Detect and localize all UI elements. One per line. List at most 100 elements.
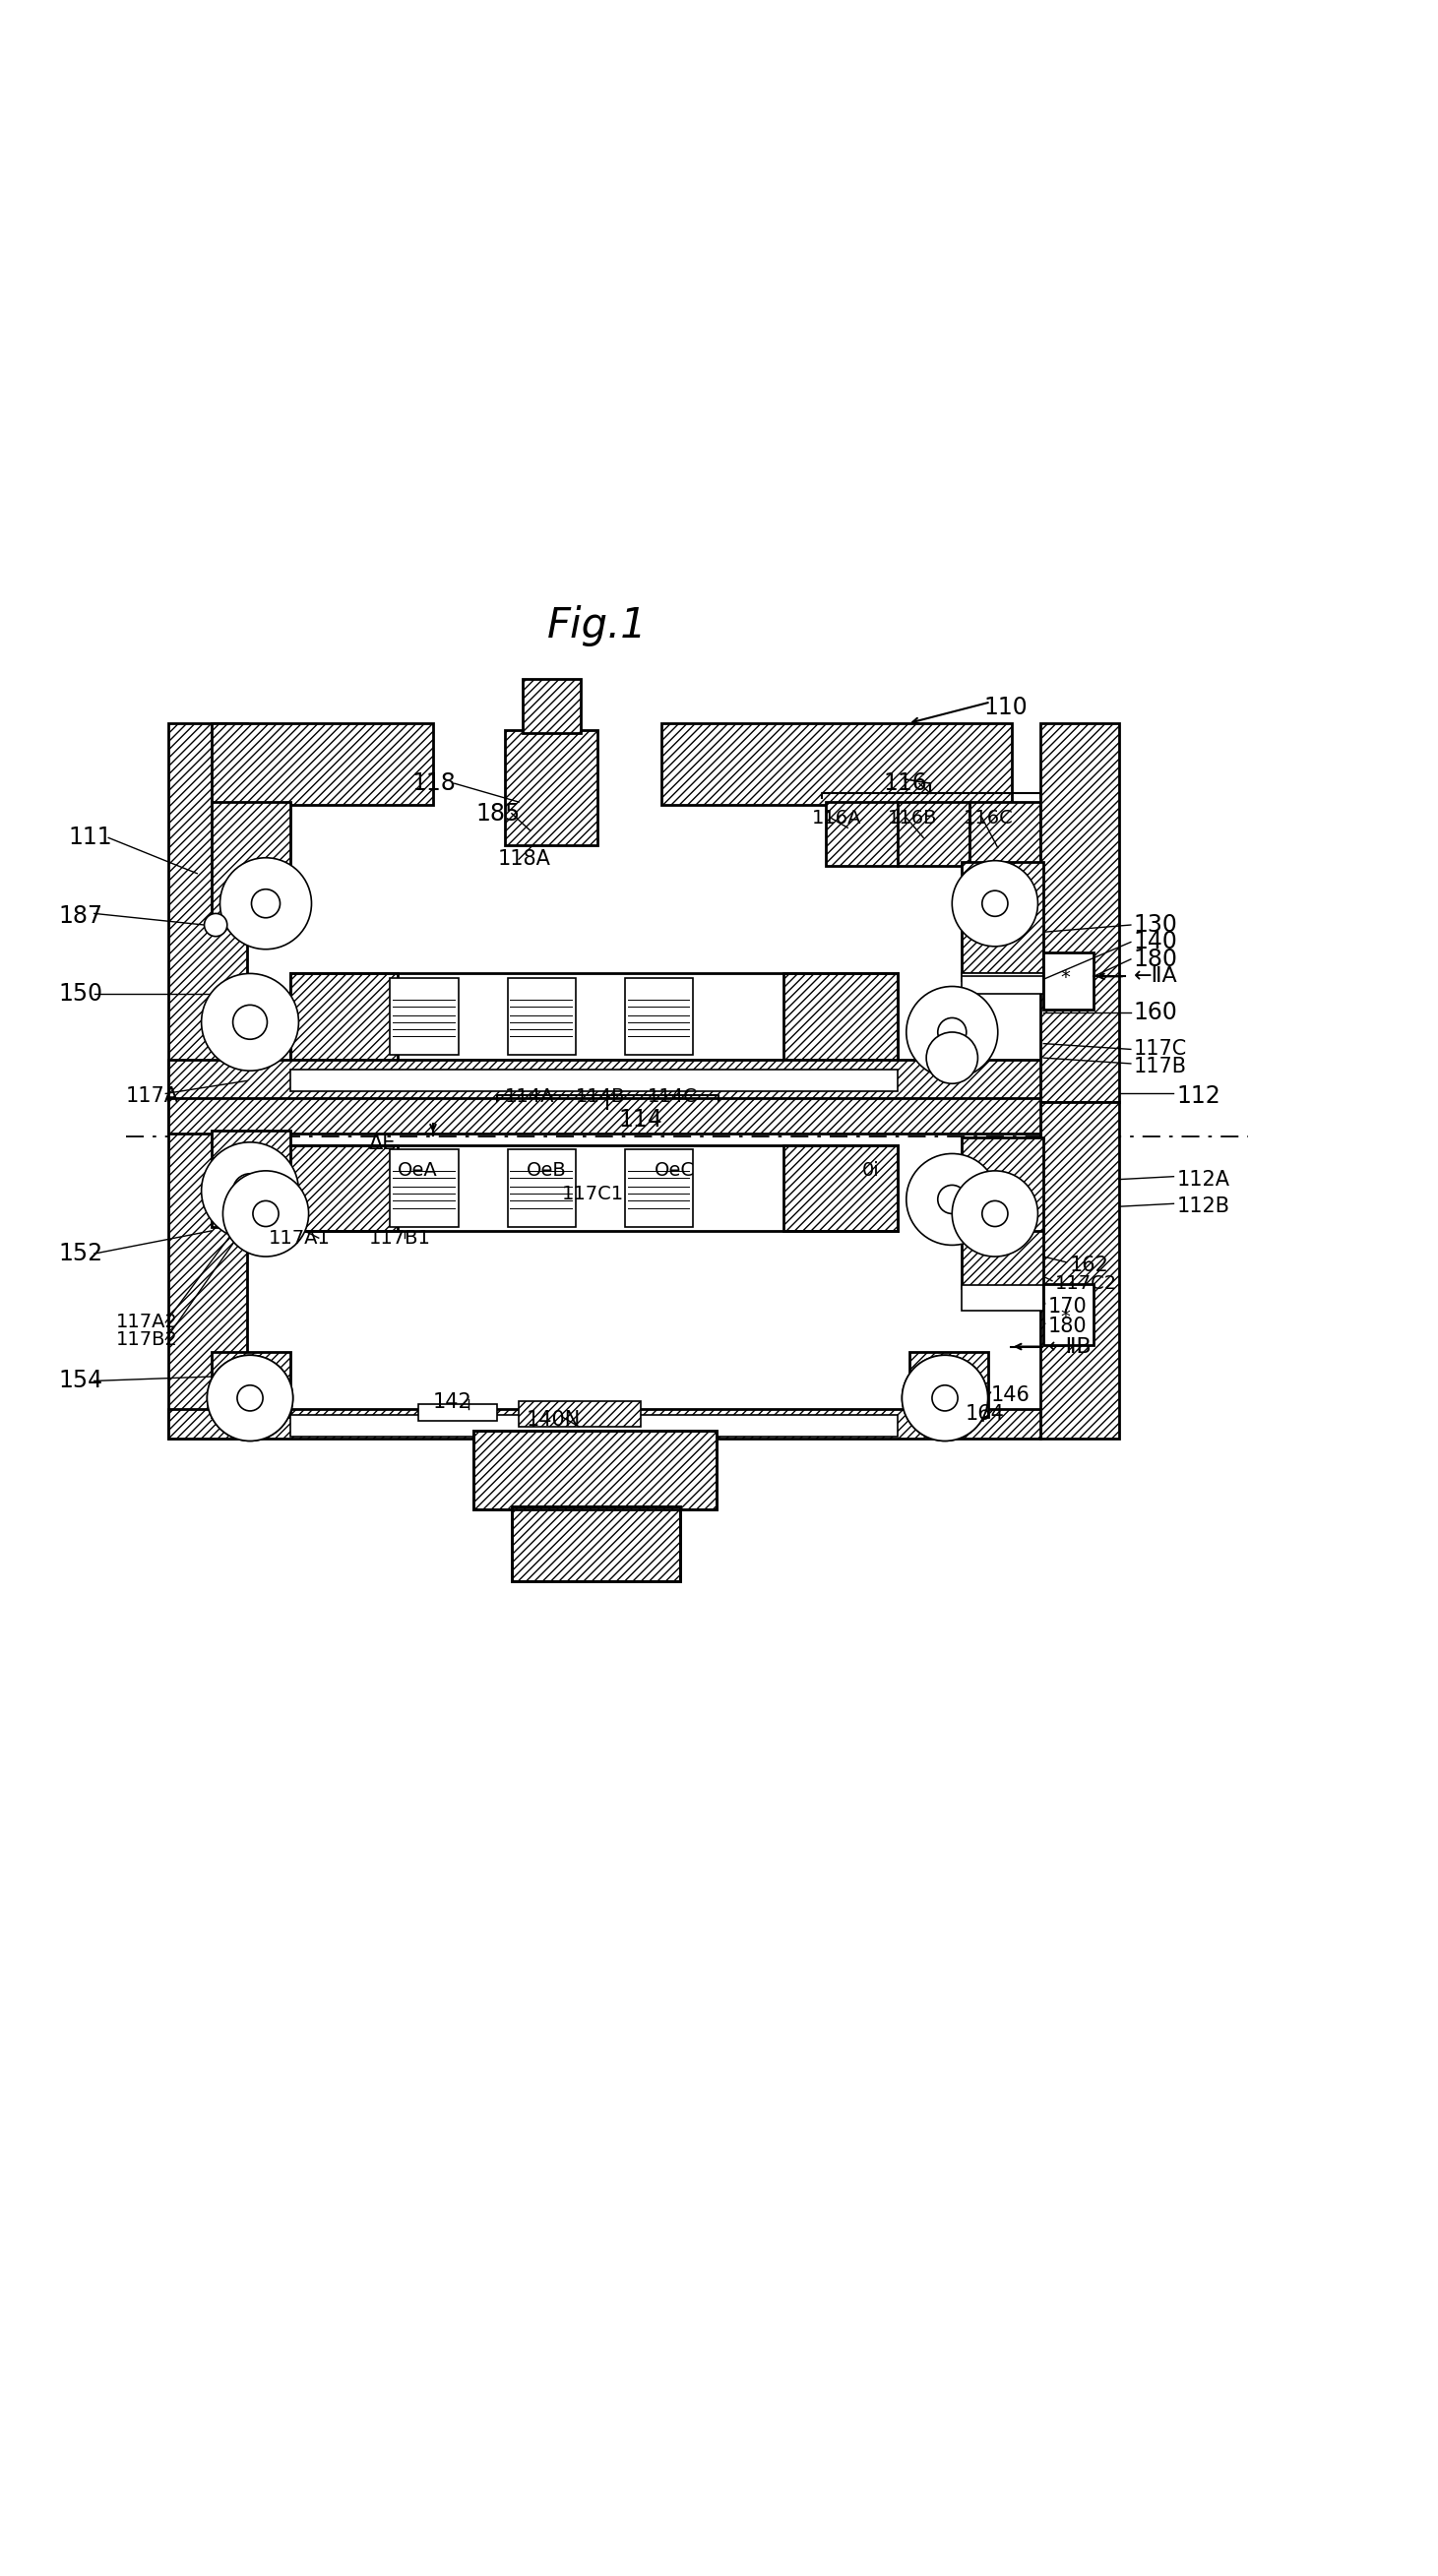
Text: 114: 114 bbox=[618, 1108, 663, 1131]
Text: *: * bbox=[1060, 1306, 1070, 1327]
Circle shape bbox=[932, 1386, 958, 1412]
Text: 170: 170 bbox=[1048, 1296, 1087, 1316]
Bar bbox=[168, 1059, 1041, 1103]
Bar bbox=[962, 974, 1044, 981]
Text: 111: 111 bbox=[69, 827, 112, 850]
Circle shape bbox=[252, 889, 280, 917]
Bar bbox=[919, 1394, 984, 1422]
Circle shape bbox=[237, 1386, 263, 1412]
Circle shape bbox=[902, 1355, 988, 1440]
Bar bbox=[512, 1507, 680, 1582]
Text: OeC: OeC bbox=[654, 1162, 695, 1180]
Bar bbox=[473, 1430, 716, 1510]
Text: 116A: 116A bbox=[812, 809, 861, 827]
Text: 154: 154 bbox=[59, 1368, 104, 1394]
Text: 112: 112 bbox=[1176, 1084, 1221, 1108]
Bar bbox=[897, 801, 969, 866]
Text: 180: 180 bbox=[1048, 1316, 1087, 1337]
Bar bbox=[512, 1507, 680, 1582]
Text: 112A: 112A bbox=[1176, 1170, 1229, 1190]
Bar bbox=[962, 1139, 1044, 1231]
Text: 117C: 117C bbox=[1133, 1041, 1186, 1059]
Circle shape bbox=[233, 1175, 267, 1208]
Circle shape bbox=[938, 1018, 966, 1046]
Text: 117A1: 117A1 bbox=[269, 1229, 331, 1247]
Text: 117A: 117A bbox=[125, 1087, 178, 1105]
Bar bbox=[390, 1149, 459, 1226]
Bar bbox=[962, 1226, 1044, 1288]
Bar bbox=[290, 1146, 397, 1231]
Text: 110: 110 bbox=[984, 696, 1028, 719]
Text: 116B: 116B bbox=[887, 809, 938, 827]
Text: 117A2: 117A2 bbox=[115, 1314, 177, 1332]
Bar bbox=[508, 979, 577, 1056]
Text: Fig.1: Fig.1 bbox=[548, 605, 647, 647]
Bar bbox=[1041, 724, 1119, 1103]
Text: 114B: 114B bbox=[577, 1087, 626, 1105]
Bar bbox=[473, 1430, 716, 1510]
Circle shape bbox=[220, 858, 312, 948]
Circle shape bbox=[204, 914, 227, 938]
Circle shape bbox=[207, 1355, 293, 1440]
Text: 164: 164 bbox=[965, 1404, 1004, 1425]
Bar bbox=[290, 1146, 897, 1231]
Text: 180: 180 bbox=[1133, 948, 1178, 971]
Circle shape bbox=[253, 1200, 279, 1226]
Text: 117B2: 117B2 bbox=[115, 1329, 177, 1350]
Bar bbox=[661, 724, 1012, 804]
Text: 117C2: 117C2 bbox=[1055, 1275, 1117, 1293]
Bar bbox=[1041, 1103, 1119, 1437]
Circle shape bbox=[906, 987, 998, 1077]
Text: 152: 152 bbox=[59, 1242, 104, 1265]
Bar bbox=[624, 979, 693, 1056]
Bar bbox=[168, 1103, 247, 1437]
Bar bbox=[211, 1131, 290, 1226]
Bar bbox=[505, 732, 597, 845]
Text: 114A: 114A bbox=[505, 1087, 554, 1105]
Text: ΔE: ΔE bbox=[368, 1133, 395, 1154]
Bar bbox=[211, 724, 433, 804]
Bar bbox=[784, 974, 897, 1059]
Text: 117B1: 117B1 bbox=[368, 1229, 430, 1247]
Text: 130: 130 bbox=[1133, 912, 1178, 938]
Circle shape bbox=[201, 974, 299, 1072]
Text: 146: 146 bbox=[991, 1386, 1030, 1404]
Text: ←ⅡB: ←ⅡB bbox=[1048, 1337, 1091, 1358]
Text: 150: 150 bbox=[59, 981, 104, 1005]
Bar bbox=[1044, 1283, 1094, 1345]
Bar bbox=[969, 801, 1041, 868]
Text: 116C: 116C bbox=[963, 809, 1014, 827]
Bar bbox=[909, 1352, 988, 1417]
Circle shape bbox=[224, 1193, 276, 1244]
Bar bbox=[390, 979, 459, 1056]
Circle shape bbox=[952, 1172, 1038, 1257]
Bar bbox=[508, 1149, 577, 1226]
Text: 116: 116 bbox=[883, 773, 928, 796]
Bar bbox=[211, 801, 290, 917]
Text: 114C: 114C bbox=[647, 1087, 697, 1105]
Circle shape bbox=[902, 1355, 988, 1440]
Bar bbox=[290, 974, 897, 1059]
Bar bbox=[624, 1149, 693, 1226]
Text: 140: 140 bbox=[1133, 930, 1178, 953]
Bar bbox=[1044, 953, 1094, 1010]
Circle shape bbox=[926, 1033, 978, 1084]
Bar bbox=[519, 1401, 640, 1427]
Circle shape bbox=[952, 860, 1038, 945]
Bar bbox=[962, 976, 1044, 994]
Text: 185: 185 bbox=[476, 801, 521, 824]
Text: 162: 162 bbox=[1070, 1255, 1109, 1275]
Bar bbox=[290, 974, 397, 1059]
Text: 117B: 117B bbox=[1133, 1056, 1186, 1077]
Text: 160: 160 bbox=[1133, 999, 1178, 1023]
Circle shape bbox=[237, 1386, 263, 1412]
Circle shape bbox=[982, 1200, 1008, 1226]
Bar bbox=[290, 1069, 897, 1090]
Bar bbox=[168, 724, 247, 1103]
Circle shape bbox=[938, 1185, 966, 1213]
Bar bbox=[827, 801, 897, 866]
Text: 118: 118 bbox=[411, 773, 456, 796]
Bar bbox=[962, 863, 1044, 974]
Text: 142: 142 bbox=[433, 1394, 472, 1412]
Bar bbox=[168, 1409, 1041, 1437]
